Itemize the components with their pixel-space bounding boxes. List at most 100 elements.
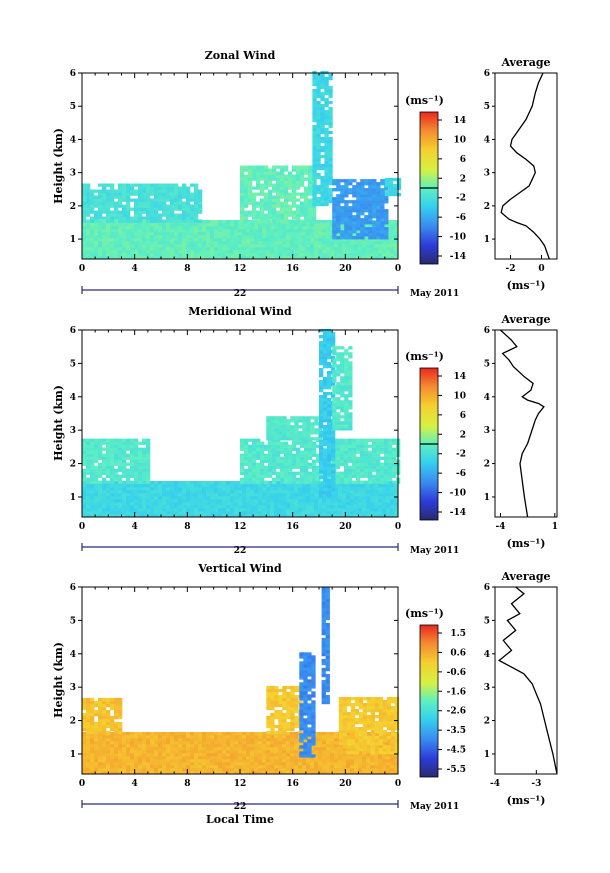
meridional-heatmap-cell: [294, 490, 299, 494]
meridional-heatmap-cell: [348, 346, 353, 350]
meridional-heatmap-cell: [98, 471, 103, 475]
vertical-heatmap-cell: [178, 768, 183, 772]
zonal-heatmap-cell: [102, 201, 107, 205]
meridional-heatmap-cell: [266, 431, 271, 435]
zonal-heatmap-cell: [364, 179, 369, 183]
vertical-heatmap-cell: [110, 747, 115, 751]
meridional-heatmap-cell: [323, 458, 328, 462]
zonal-heatmap-cell: [280, 219, 285, 223]
zonal-heatmap-cell: [260, 186, 265, 190]
zonal-heatmap-cell: [340, 233, 345, 237]
meridional-heatmap-cell: [134, 441, 139, 445]
vertical-heatmap-cell: [106, 750, 111, 754]
meridional-heatmap-cell: [98, 453, 103, 457]
meridional-heatmap-cell: [142, 502, 147, 506]
meridional-heatmap-cell: [254, 487, 259, 491]
zonal-heatmap-cell: [350, 238, 355, 242]
zonal-heatmap-cell: [314, 235, 319, 239]
meridional-heatmap-cell: [126, 508, 131, 512]
zonal-heatmap-cell: [384, 221, 389, 225]
zonal-heatmap-cell: [126, 204, 131, 208]
zonal-heatmap-cell: [388, 177, 394, 182]
meridional-heatmap-cell: [316, 480, 321, 484]
zonal-heatmap-cell: [282, 244, 287, 248]
meridional-heatmap-cell: [336, 406, 341, 410]
zonal-heatmap-cell: [146, 241, 151, 245]
meridional-heatmap-cell: [340, 394, 345, 398]
zonal-heatmap-cell: [122, 256, 127, 260]
meridional-heatmap-cell: [138, 493, 143, 497]
zonal-heatmap-cell: [352, 224, 357, 228]
meridional-heatmap-cell: [274, 511, 279, 515]
meridional-heatmap-cell: [146, 502, 151, 506]
meridional-heatmap-cell: [246, 505, 251, 509]
meridional-heatmap-cell: [370, 490, 375, 494]
meridional-heatmap-cell: [348, 450, 353, 454]
meridional-heatmap-cell: [186, 484, 191, 488]
zonal-heatmap-cell: [170, 232, 175, 236]
meridional-heatmap-cell: [130, 490, 135, 494]
zonal-heatmap-cell: [326, 247, 331, 251]
vertical-heatmap-cell: [134, 738, 139, 742]
vertical-heatmap-cell: [138, 744, 143, 748]
meridional-heatmap-cell: [348, 364, 353, 368]
zonal-heatmap-cell: [238, 226, 243, 230]
zonal-heatmap-cell: [280, 201, 285, 205]
zonal-heatmap-cell: [94, 223, 99, 227]
meridional-heatmap-cell: [390, 499, 395, 503]
zonal-heatmap-cell: [276, 204, 281, 208]
zonal-heatmap-cell: [174, 253, 179, 257]
zonal-heatmap-cell: [372, 236, 377, 240]
zonal-heatmap-cell: [320, 73, 325, 78]
zonal-heatmap-cell: [110, 229, 115, 233]
zonal-heatmap-cell: [348, 230, 353, 234]
zonal-heatmap-cell: [110, 247, 115, 251]
zonal-xtick-label: 0: [395, 264, 401, 274]
zonal-colorbar-tick-label: 6: [460, 155, 466, 165]
vertical-heatmap-cell: [186, 768, 191, 772]
zonal-heatmap-cell: [380, 188, 385, 192]
meridional-heatmap-cell: [382, 511, 387, 515]
zonal-heatmap-cell: [312, 187, 317, 192]
meridional-heatmap-cell: [319, 374, 324, 378]
zonal-heatmap-cell: [194, 201, 199, 205]
meridional-heatmap-cell: [314, 422, 319, 426]
zonal-heatmap-cell: [274, 247, 279, 251]
zonal-heatmap-cell: [110, 213, 115, 217]
zonal-heatmap-cell: [360, 224, 365, 228]
zonal-heatmap-cell: [352, 194, 357, 198]
meridional-heatmap-cell: [319, 476, 324, 480]
meridional-heatmap-cell: [244, 438, 249, 442]
meridional-heatmap-cell: [194, 508, 199, 512]
meridional-heatmap-cell: [323, 494, 328, 498]
zonal-heatmap-cell: [364, 200, 369, 204]
zonal-heatmap-cell: [138, 216, 143, 220]
meridional-heatmap-cell: [326, 511, 331, 515]
meridional-heatmap-cell: [270, 499, 275, 503]
zonal-heatmap-cell: [178, 213, 183, 217]
meridional-heatmap-cell: [312, 447, 317, 451]
meridional-heatmap-cell: [331, 470, 336, 474]
zonal-heatmap-cell: [350, 253, 355, 257]
zonal-heatmap-cell: [138, 232, 143, 236]
zonal-heatmap-cell: [270, 223, 275, 227]
zonal-heatmap-cell: [396, 186, 402, 191]
vertical-heatmap-cell: [178, 741, 183, 745]
zonal-heatmap-cell: [330, 223, 335, 227]
zonal-heatmap-cell: [324, 193, 329, 198]
meridional-heatmap-cell: [122, 444, 127, 448]
zonal-heatmap-cell: [198, 235, 203, 239]
zonal-heatmap-cell: [394, 232, 399, 236]
zonal-heatmap-cell: [358, 256, 363, 260]
meridional-heatmap-cell: [90, 450, 95, 454]
zonal-heatmap-cell: [250, 229, 255, 233]
meridional-heatmap-cell: [174, 484, 179, 488]
zonal-heatmap-cell: [304, 171, 309, 175]
vertical-heatmap-cell: [90, 738, 95, 742]
meridional-heatmap-cell: [186, 487, 191, 491]
meridional-heatmap-cell: [376, 453, 381, 457]
meridional-heatmap-cell: [266, 416, 271, 420]
meridional-heatmap-cell: [308, 462, 313, 466]
zonal-heatmap-cell: [298, 250, 303, 254]
zonal-average-unit: (ms⁻¹): [507, 279, 546, 292]
